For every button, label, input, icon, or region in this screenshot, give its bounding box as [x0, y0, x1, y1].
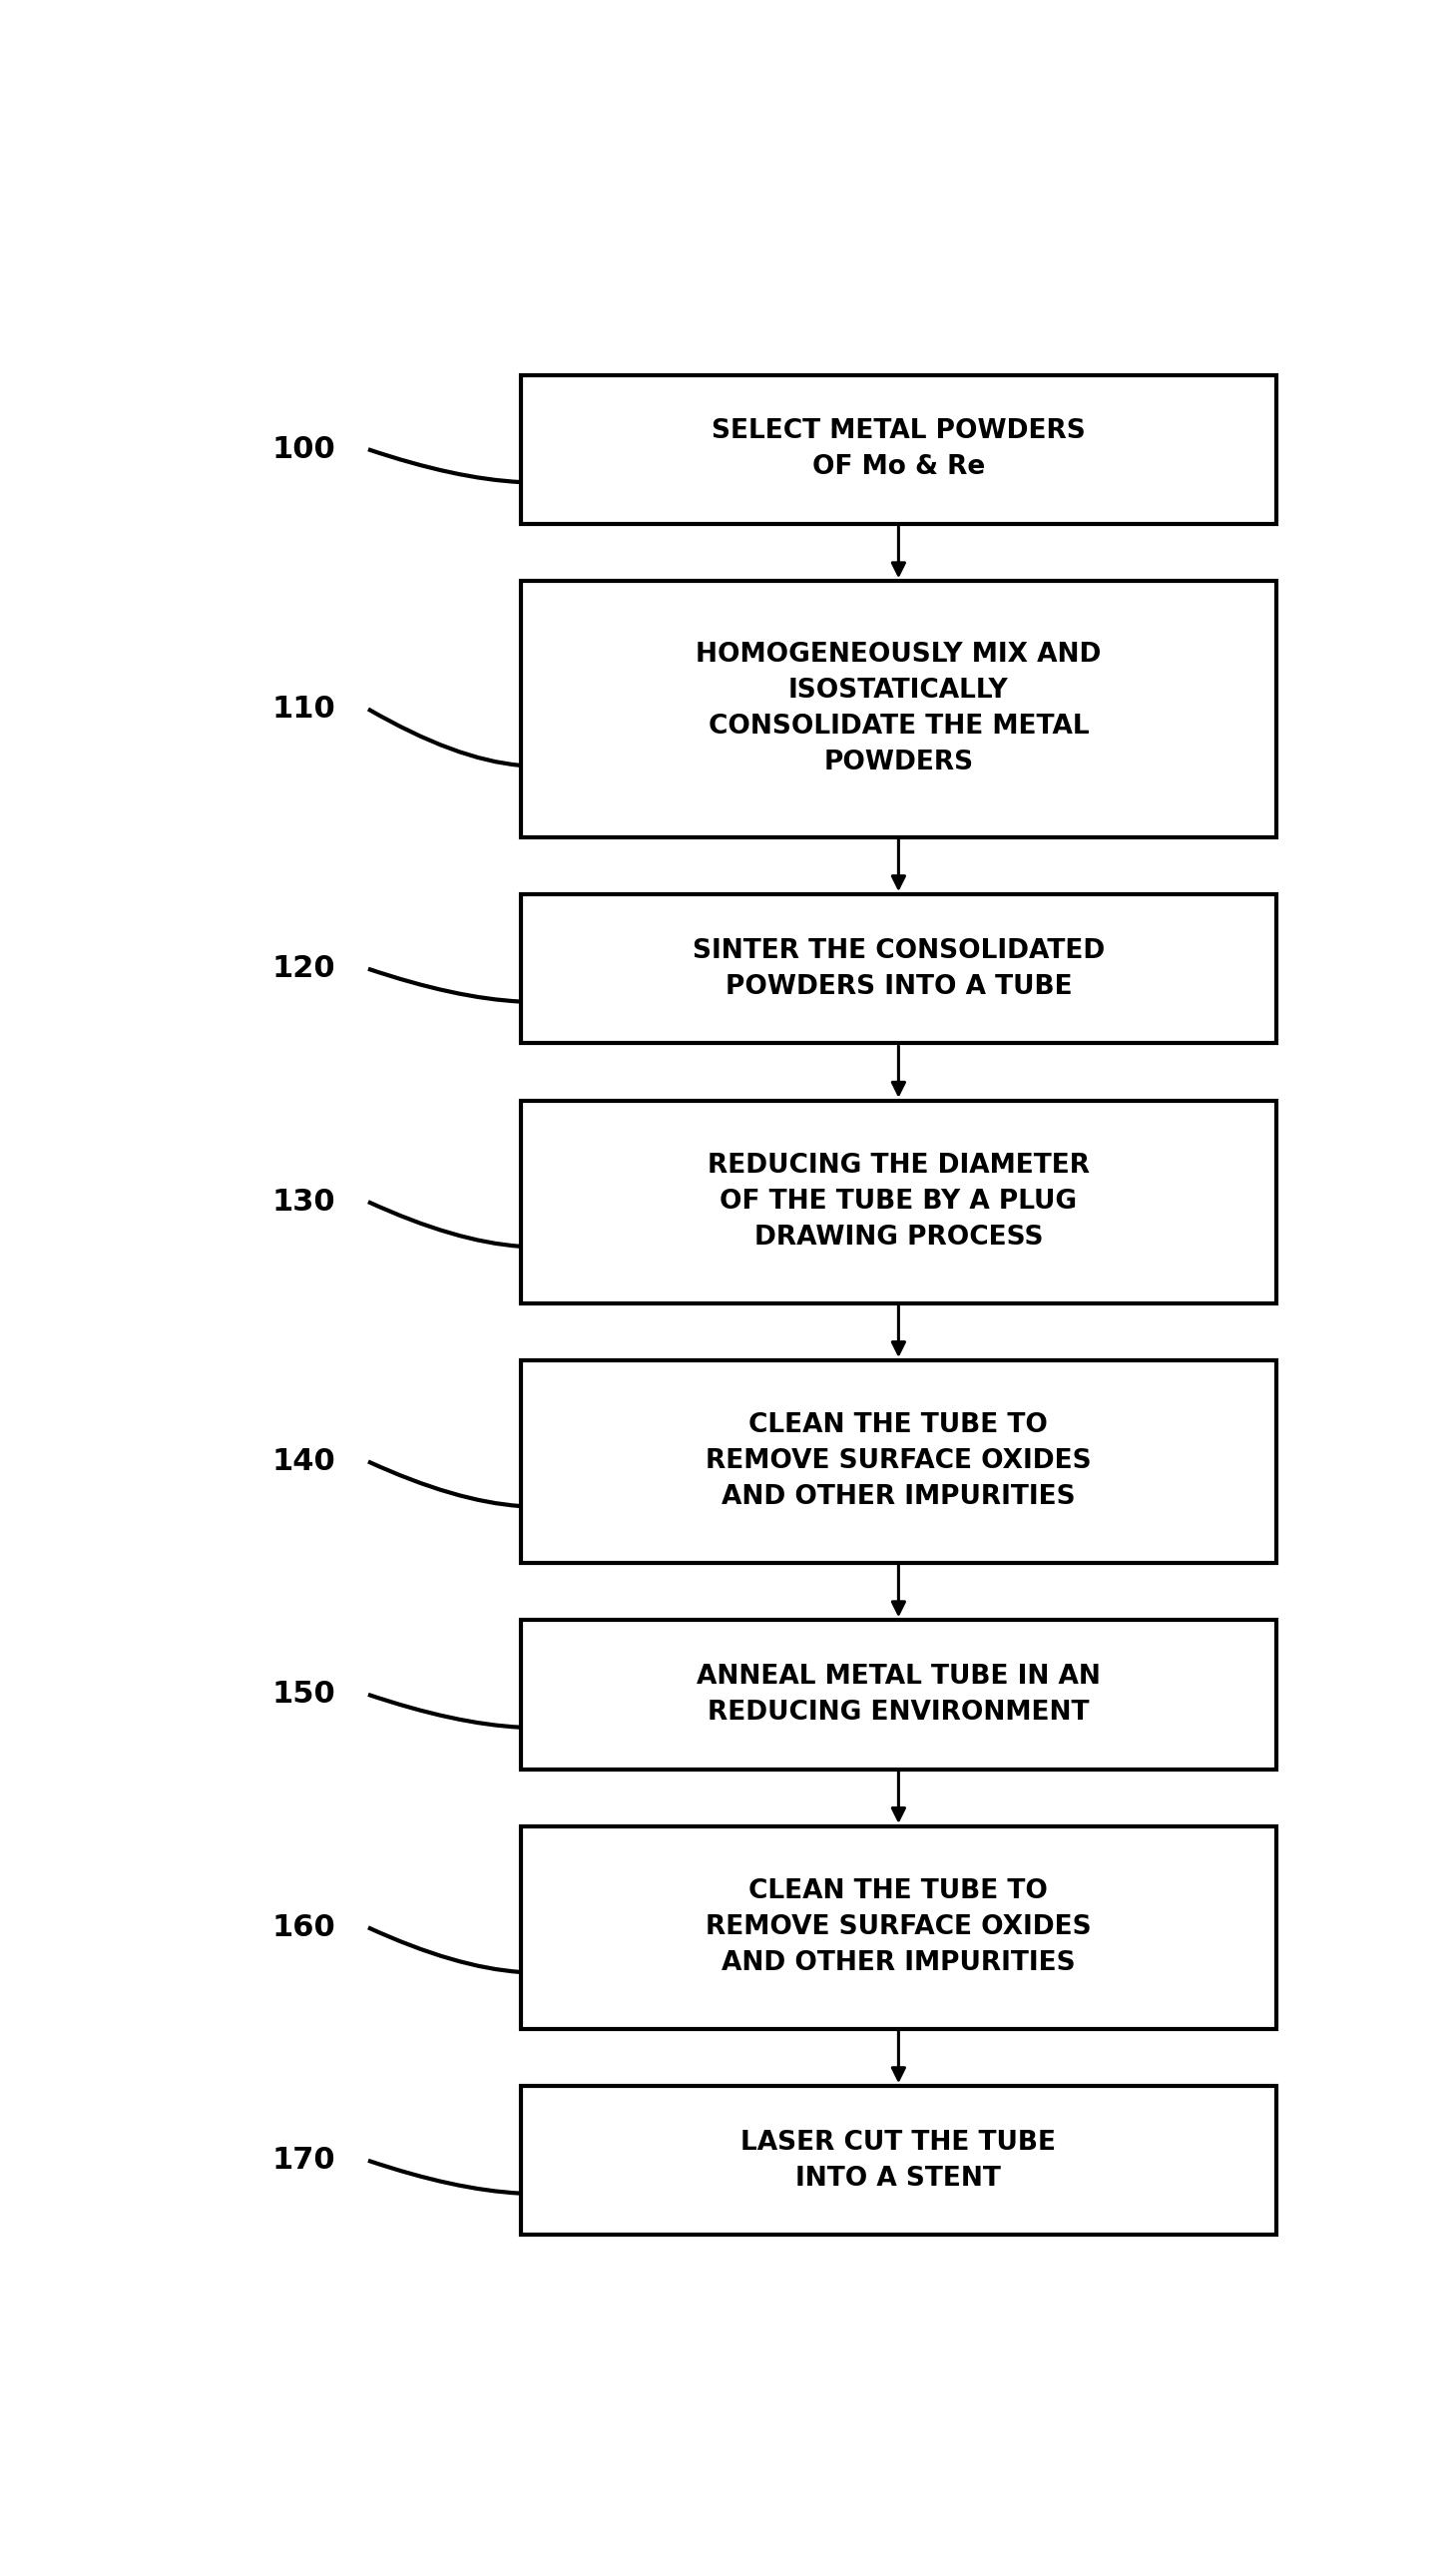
Bar [521, 375, 1277, 523]
Text: HOMOGENEOUSLY MIX AND
ISOSTATICALLY
CONSOLIDATE THE METAL
POWDERS: HOMOGENEOUSLY MIX AND ISOSTATICALLY CONS… [696, 643, 1101, 776]
Text: CLEAN THE TUBE TO
REMOVE SURFACE OXIDES
AND OTHER IMPURITIES: CLEAN THE TUBE TO REMOVE SURFACE OXIDES … [706, 1878, 1092, 1977]
Bar [521, 895, 1277, 1043]
Bar [521, 1360, 1277, 1564]
Text: SINTER THE CONSOLIDATED
POWDERS INTO A TUBE: SINTER THE CONSOLIDATED POWDERS INTO A T… [693, 939, 1105, 1000]
Bar [521, 1099, 1277, 1304]
Text: CLEAN THE TUBE TO
REMOVE SURFACE OXIDES
AND OTHER IMPURITIES: CLEAN THE TUBE TO REMOVE SURFACE OXIDES … [706, 1413, 1092, 1510]
Text: 100: 100 [272, 434, 336, 464]
Text: SELECT METAL POWDERS
OF Mo & Re: SELECT METAL POWDERS OF Mo & Re [712, 418, 1086, 480]
Text: REDUCING THE DIAMETER
OF THE TUBE BY A PLUG
DRAWING PROCESS: REDUCING THE DIAMETER OF THE TUBE BY A P… [708, 1153, 1089, 1250]
Bar [521, 582, 1277, 837]
Text: 120: 120 [272, 954, 336, 982]
Bar [521, 2087, 1277, 2235]
Text: 110: 110 [272, 694, 336, 724]
Text: 160: 160 [272, 1913, 336, 1941]
Bar [521, 1827, 1277, 2028]
Text: 140: 140 [272, 1446, 336, 1477]
Text: 170: 170 [272, 2145, 336, 2176]
Text: LASER CUT THE TUBE
INTO A STENT: LASER CUT THE TUBE INTO A STENT [741, 2130, 1056, 2191]
Text: ANNEAL METAL TUBE IN AN
REDUCING ENVIRONMENT: ANNEAL METAL TUBE IN AN REDUCING ENVIRON… [696, 1663, 1101, 1724]
Text: 130: 130 [272, 1186, 336, 1217]
Bar [521, 1620, 1277, 1768]
Text: 150: 150 [272, 1681, 336, 1709]
